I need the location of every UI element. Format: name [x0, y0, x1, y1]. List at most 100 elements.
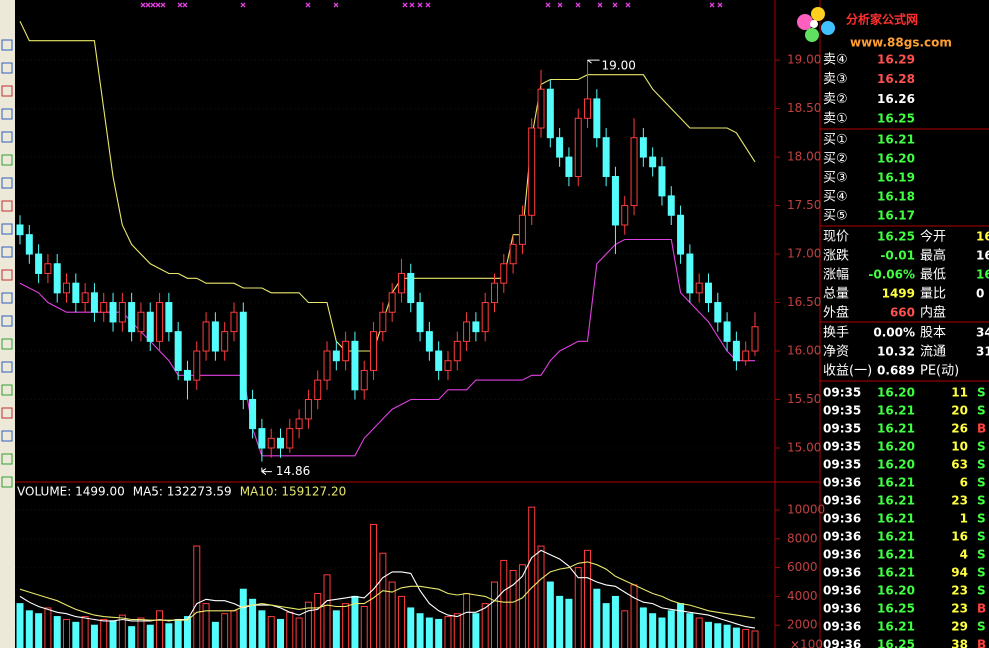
annotation: 19.00	[602, 59, 636, 73]
order-label: 买④	[823, 190, 848, 205]
trade-volume: 16	[951, 530, 968, 544]
trade-price: 16.20	[877, 386, 915, 400]
order-price: 16.20	[877, 152, 915, 166]
y-tick-label: 15.50	[787, 392, 821, 406]
candle-body	[351, 340, 359, 391]
logo-name: 分析家公式网	[846, 12, 918, 27]
trade-volume: 23	[951, 602, 968, 616]
trade-price: 16.21	[877, 620, 915, 634]
candle-body	[249, 399, 257, 430]
stat-value: 0	[976, 287, 984, 301]
volume-bar	[90, 624, 98, 648]
volume-bar	[490, 581, 498, 648]
volume-bar	[16, 603, 24, 648]
stat-value: 10.32	[877, 345, 915, 359]
order-price: 16.21	[877, 133, 915, 147]
volume-bar	[509, 570, 517, 648]
volume-bar	[35, 613, 43, 648]
trade-volume: 1	[960, 512, 968, 526]
volume-bar	[528, 506, 536, 648]
logo-petal	[821, 21, 835, 35]
order-price: 16.25	[877, 112, 915, 126]
unit-label: ×100	[790, 638, 823, 648]
volume-bar	[407, 607, 415, 648]
stat-label: 收益(一)	[823, 364, 872, 379]
volume-bar	[537, 545, 545, 648]
trade-time: 09:35	[823, 386, 861, 400]
tool-icon	[1, 62, 13, 74]
marker	[425, 2, 431, 8]
candle-body	[518, 214, 526, 245]
indicator-line	[19, 561, 756, 621]
stat-label: 最高	[920, 248, 946, 264]
tool-icon	[1, 384, 13, 396]
candle-body	[472, 321, 480, 333]
volume-bar	[435, 618, 443, 648]
annotation-arrow	[587, 59, 600, 64]
order-label: 买①	[823, 133, 848, 148]
candle-body	[44, 263, 52, 274]
logo-petal	[805, 28, 819, 42]
logo-url: www.88gs.com	[850, 36, 952, 50]
stat-label: 涨跌	[823, 248, 849, 264]
stat-label: 内盘	[920, 305, 946, 321]
stat-label: 现价	[823, 230, 849, 245]
y-tick-label: 10000	[787, 503, 825, 517]
marker	[409, 2, 415, 8]
candle-body	[277, 437, 285, 449]
tool-icon	[1, 453, 13, 465]
trade-price: 16.20	[877, 584, 915, 598]
marker	[182, 2, 188, 8]
candle-body	[537, 88, 545, 129]
volume-bar	[621, 610, 629, 648]
volume-bar	[118, 614, 126, 648]
volume-bar	[667, 610, 675, 648]
stat-label: 流通	[920, 345, 946, 360]
order-label: 卖②	[823, 92, 848, 107]
marker	[612, 2, 618, 8]
trade-side: S	[977, 494, 986, 508]
trade-time: 09:35	[823, 440, 861, 454]
order-label: 买②	[823, 152, 848, 167]
stat-label: 总量	[823, 287, 849, 302]
logo-petal	[811, 7, 825, 21]
indicator-line	[19, 21, 756, 352]
volume-bar	[602, 603, 610, 648]
order-price: 16.26	[877, 92, 915, 106]
marker	[140, 2, 146, 8]
indicator-line	[19, 549, 756, 629]
volume-bar	[416, 613, 424, 648]
stat-value: 34.	[976, 326, 989, 340]
candle-body	[100, 302, 108, 313]
y-tick-label: 4000	[787, 589, 818, 603]
volume-bar	[249, 598, 257, 648]
marker	[625, 2, 631, 8]
stat-label: 今开	[920, 229, 946, 245]
trade-side: S	[977, 584, 986, 598]
volume-bar	[277, 618, 285, 648]
volume-bar	[546, 581, 554, 648]
candle-body	[370, 331, 378, 371]
trade-time: 09:35	[823, 458, 861, 472]
volume-bar	[686, 613, 694, 648]
volume-bar	[453, 613, 461, 648]
trade-price: 16.21	[877, 530, 915, 544]
candle-body	[630, 137, 638, 207]
candle-body	[574, 117, 582, 177]
volume-bar	[202, 603, 210, 648]
candle-body	[602, 137, 610, 177]
candle-body	[156, 302, 164, 342]
candle-body	[621, 205, 629, 226]
volume-bar	[444, 616, 452, 648]
marker	[597, 2, 603, 8]
stat-value: 0.00%	[873, 326, 915, 340]
candle-body	[118, 302, 126, 323]
y-tick-label: 17.50	[787, 198, 821, 212]
trade-side: B	[977, 638, 986, 648]
y-tick-label: 6000	[787, 560, 818, 574]
trade-side: S	[977, 620, 986, 634]
y-tick-label: 16.50	[787, 295, 821, 309]
candle-body	[81, 292, 89, 304]
tool-icon	[1, 361, 13, 373]
